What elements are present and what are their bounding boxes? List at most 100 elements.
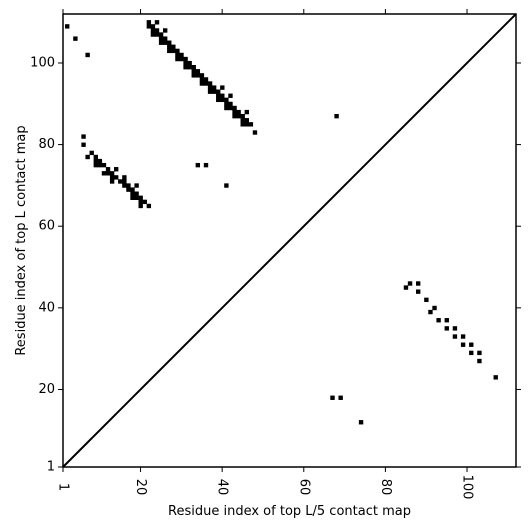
contact-cell-upper bbox=[167, 48, 172, 54]
contact-cells bbox=[65, 20, 498, 425]
contact-cell-upper bbox=[122, 179, 127, 184]
contact-cell-upper bbox=[252, 130, 258, 135]
contact-cell-lower bbox=[436, 318, 441, 323]
x-tick-label: 40 bbox=[215, 479, 230, 496]
contact-cell-upper bbox=[187, 60, 192, 66]
contact-cell-upper bbox=[199, 73, 205, 78]
contact-cell-upper bbox=[171, 44, 176, 49]
contact-cell-upper bbox=[224, 183, 229, 188]
contact-cell-lower bbox=[477, 350, 482, 356]
contact-cell-lower bbox=[358, 420, 364, 425]
contact-cell-upper bbox=[236, 113, 241, 119]
contact-cell-upper bbox=[105, 171, 111, 176]
plot-frame bbox=[62, 13, 517, 468]
contact-cell-upper bbox=[81, 134, 86, 139]
contact-cell-upper bbox=[199, 81, 205, 86]
contact-cell-upper bbox=[122, 183, 127, 188]
contact-cell-upper bbox=[183, 56, 188, 62]
contact-cell-upper bbox=[114, 167, 119, 172]
contact-cell-lower bbox=[493, 375, 498, 380]
contact-cell-upper bbox=[211, 85, 217, 90]
y-tick-label: 100 bbox=[30, 55, 55, 70]
contact-cell-upper bbox=[195, 69, 201, 74]
contact-cell-upper bbox=[203, 77, 209, 82]
contact-cell-upper bbox=[122, 175, 127, 180]
contact-cell-upper bbox=[228, 105, 233, 111]
contact-cell-upper bbox=[150, 24, 156, 29]
contact-cell-lower bbox=[477, 358, 482, 364]
contact-cell-upper bbox=[216, 93, 221, 98]
contact-cell-upper bbox=[130, 191, 135, 196]
contact-cell-upper bbox=[232, 105, 237, 111]
contact-cell-upper bbox=[207, 85, 213, 90]
contact-cell-upper bbox=[195, 73, 201, 78]
contact-cell-upper bbox=[207, 89, 213, 94]
contact-cell-upper bbox=[126, 183, 131, 188]
contact-cell-upper bbox=[162, 36, 168, 41]
y-axis-ticks: 1 20 40 60 80 100 bbox=[30, 55, 521, 475]
x-axis-title: Residue index of top L/5 contact map bbox=[168, 504, 411, 519]
x-tick-label: 80 bbox=[378, 479, 393, 496]
contact-cell-upper bbox=[232, 113, 237, 119]
contact-cell-upper bbox=[199, 77, 205, 82]
contact-cell-upper bbox=[187, 65, 192, 70]
contact-cell-upper bbox=[85, 52, 90, 58]
contact-cell-upper bbox=[134, 195, 139, 200]
contact-cell-upper bbox=[138, 203, 143, 209]
contact-cell-lower bbox=[452, 326, 458, 331]
contact-cell-upper bbox=[142, 199, 147, 205]
contact-cell-lower bbox=[432, 305, 437, 311]
x-tick-label: 100 bbox=[460, 475, 475, 500]
contact-cell-upper bbox=[236, 109, 241, 115]
contact-cell-upper bbox=[216, 89, 221, 94]
contact-cell-upper bbox=[207, 81, 213, 86]
contact-cell-upper bbox=[109, 179, 115, 184]
contact-cell-lower bbox=[444, 318, 449, 323]
contact-cell-upper bbox=[138, 199, 143, 205]
contact-cell-upper bbox=[244, 118, 249, 123]
y-axis-title: Residue index of top L contact map bbox=[14, 125, 29, 355]
contact-cell-upper bbox=[191, 69, 196, 74]
contact-cell-lower bbox=[424, 297, 429, 303]
contact-cell-upper bbox=[248, 122, 254, 127]
contact-cell-upper bbox=[130, 187, 135, 192]
contact-cell-upper bbox=[97, 158, 103, 164]
contact-cell-upper bbox=[146, 24, 152, 29]
contact-cell-upper bbox=[244, 122, 249, 127]
contact-cell-upper bbox=[162, 28, 168, 33]
contact-cell-upper bbox=[105, 167, 111, 172]
x-axis-ticks: 1 20 40 60 80 100 bbox=[56, 9, 475, 499]
x-tick-label: 1 bbox=[56, 483, 71, 491]
contact-cell-upper bbox=[179, 56, 184, 62]
contact-cell-upper bbox=[203, 81, 209, 86]
contact-cell-upper bbox=[195, 162, 201, 168]
contact-cell-upper bbox=[134, 183, 139, 188]
contact-cell-upper bbox=[183, 60, 188, 66]
contact-cell-upper bbox=[85, 154, 90, 160]
contact-cell-lower bbox=[428, 309, 433, 315]
contact-cell-upper bbox=[334, 113, 339, 119]
contact-cell-upper bbox=[220, 97, 225, 103]
contact-cell-upper bbox=[146, 20, 152, 25]
contact-cell-lower bbox=[407, 281, 413, 286]
contact-cell-upper bbox=[175, 52, 180, 58]
y-tick-label: 80 bbox=[38, 137, 55, 152]
contact-cell-upper bbox=[220, 93, 225, 98]
contact-cell-lower bbox=[444, 326, 449, 331]
contact-cell-upper bbox=[244, 109, 249, 115]
y-tick-label: 1 bbox=[47, 460, 55, 475]
contact-cell-upper bbox=[154, 28, 160, 33]
contact-cell-upper bbox=[232, 109, 237, 115]
diagonal-line bbox=[62, 13, 517, 468]
contact-cell-upper bbox=[93, 162, 98, 168]
contact-cell-lower bbox=[469, 342, 474, 347]
contact-cell-upper bbox=[240, 113, 245, 119]
contact-cell-upper bbox=[175, 48, 180, 54]
contact-cell-lower bbox=[338, 395, 343, 400]
y-tick-label: 40 bbox=[38, 300, 55, 315]
contact-cell-upper bbox=[167, 40, 172, 45]
contact-cell-upper bbox=[130, 195, 135, 200]
contact-cell-upper bbox=[191, 73, 196, 78]
contact-cell-upper bbox=[101, 171, 107, 176]
contact-cell-upper bbox=[220, 85, 225, 90]
